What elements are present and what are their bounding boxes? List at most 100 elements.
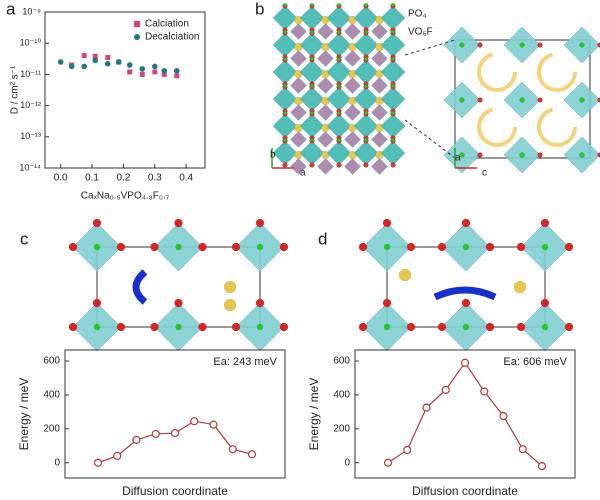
- point: [228, 445, 237, 454]
- atom: [537, 152, 543, 158]
- atom: [174, 218, 183, 228]
- octahedron: [317, 23, 334, 40]
- atom: [537, 97, 543, 103]
- atom: [406, 322, 416, 332]
- guide: [404, 39, 456, 56]
- axis-letter: a: [455, 153, 461, 164]
- point: [139, 66, 146, 72]
- point: [383, 458, 393, 467]
- atom: [337, 57, 342, 62]
- y-tick-label: 10⁻⁹: [22, 6, 41, 16]
- atom: [337, 30, 342, 35]
- atom: [597, 152, 600, 158]
- atom: [477, 152, 483, 158]
- atom: [116, 322, 126, 332]
- point: [81, 63, 88, 70]
- atom: [174, 298, 183, 308]
- atom: [310, 83, 315, 88]
- atom: [336, 162, 342, 168]
- y-tick-label: 400: [43, 390, 60, 401]
- y-tick-label: 10⁻¹¹: [20, 69, 41, 79]
- atom: [390, 162, 396, 168]
- octahedron: [317, 77, 334, 94]
- atom: [337, 3, 342, 7]
- octahedron: [326, 5, 352, 31]
- octahedron: [380, 140, 406, 166]
- octahedron: [353, 32, 379, 58]
- octahedron: [272, 5, 298, 31]
- x-tick-label: 0.3: [148, 173, 162, 184]
- octahedron: [299, 140, 325, 166]
- atom: [255, 218, 265, 228]
- octahedron: [299, 86, 325, 112]
- atom: [459, 42, 465, 48]
- atom: [310, 137, 315, 142]
- octahedron: [353, 113, 379, 139]
- y-axis-label: Energy / meV: [17, 378, 31, 451]
- octahedron: [272, 32, 298, 58]
- atom: [579, 97, 585, 103]
- atom: [283, 57, 288, 62]
- atom: [364, 137, 369, 142]
- octahedron: [290, 104, 307, 121]
- legend-swatch: [134, 34, 140, 40]
- x-tick-label: 0.1: [85, 173, 99, 184]
- y-tick-label: 200: [333, 423, 350, 434]
- atom: [150, 322, 159, 332]
- panel-label: b: [255, 0, 264, 18]
- x-tick-label: 0.4: [179, 173, 193, 184]
- atom: [337, 110, 342, 115]
- x-axis-label: CaₓNa₀.₅VPO₄.₈F₀.₇: [81, 191, 170, 202]
- atom: [364, 110, 369, 115]
- structures: [68, 3, 600, 352]
- path-arc: [537, 52, 577, 92]
- point: [127, 69, 133, 75]
- octahedron: [353, 59, 379, 85]
- octahedron: [380, 86, 406, 112]
- atom: [597, 42, 600, 48]
- atom: [462, 323, 470, 331]
- octahedron: [371, 131, 388, 148]
- atom: [256, 323, 264, 331]
- point: [92, 53, 98, 59]
- point: [518, 445, 527, 454]
- atom: [485, 322, 495, 332]
- point: [190, 417, 199, 426]
- atom: [279, 322, 289, 332]
- path-arc: [477, 52, 517, 92]
- atom: [309, 162, 315, 168]
- atom: [223, 298, 237, 312]
- point: [115, 59, 122, 65]
- atom: [406, 242, 416, 252]
- atom: [437, 322, 447, 332]
- point: [480, 387, 489, 396]
- x-axis-label: Diffusion coordinate: [122, 484, 228, 498]
- octahedron: [344, 77, 361, 94]
- point: [209, 420, 218, 429]
- plot-frame: [64, 349, 286, 479]
- atom: [223, 280, 237, 294]
- structure-label: VO₅F: [408, 27, 433, 38]
- atom: [283, 3, 288, 7]
- atom: [516, 322, 526, 332]
- point: [81, 53, 87, 59]
- atom: [68, 322, 78, 332]
- octahedron: [299, 113, 325, 139]
- panel-label: c: [20, 229, 29, 248]
- atom: [283, 110, 288, 115]
- panel-label: a: [6, 0, 16, 18]
- atom: [231, 242, 241, 252]
- y-tick-label: 400: [333, 390, 350, 401]
- point: [152, 69, 158, 75]
- octahedron: [326, 32, 352, 58]
- atom: [116, 242, 126, 252]
- path-arc: [537, 107, 577, 147]
- y-tick-label: 600: [333, 356, 350, 367]
- octahedron: [344, 50, 361, 67]
- point: [132, 435, 141, 444]
- point: [174, 73, 180, 79]
- panel-label: d: [318, 229, 327, 248]
- octahedron: [272, 59, 298, 85]
- atom: [256, 243, 264, 251]
- octahedron: [290, 23, 307, 40]
